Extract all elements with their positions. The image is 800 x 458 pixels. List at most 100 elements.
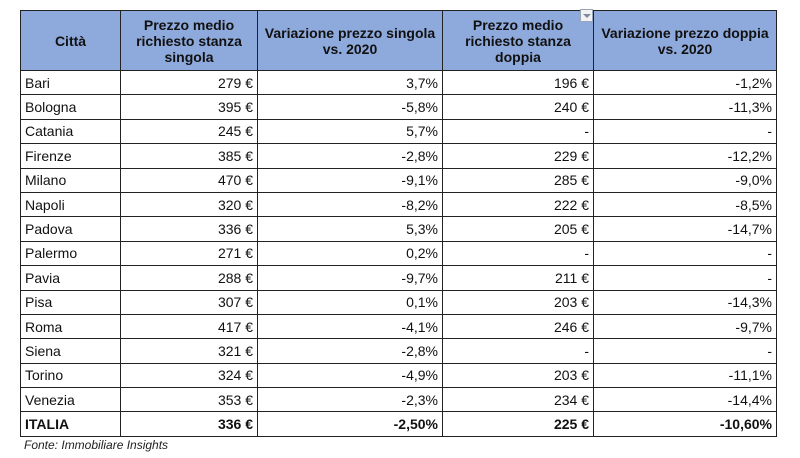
cell-single-variation: -2,3% (257, 387, 443, 413)
cell-single-price: 395 € (120, 94, 258, 120)
cell-single-variation: -9,7% (257, 265, 443, 291)
cell-double-variation: -14,3% (593, 289, 777, 315)
cell-city: Venezia (20, 387, 121, 413)
cell-double-variation: -14,4% (593, 387, 777, 413)
cell-city: Bari (20, 69, 121, 96)
cell-city: Pavia (20, 265, 121, 291)
table-row: Pavia 288 € -9,7% 211 € - (20, 265, 777, 291)
table-row: Bari 279 € 3,7% 196 € -1,2% (20, 69, 777, 96)
cell-city: Bologna (20, 94, 121, 120)
total-row: ITALIA 336 € -2,50% 225 € -10,60% (20, 411, 777, 437)
cell-single-variation: 0,2% (257, 240, 443, 267)
cell-double-price: 234 € (442, 387, 594, 413)
cell-double-price: 240 € (442, 94, 594, 120)
total-double-variation: -10,60% (593, 411, 777, 437)
cell-single-variation: -9,1% (257, 167, 443, 193)
cell-single-variation: -2,8% (257, 143, 443, 169)
cell-single-variation: 5,3% (257, 216, 443, 242)
table-row: Catania 245 € 5,7% - - (20, 118, 777, 145)
cell-city: Milano (20, 167, 121, 193)
cell-city: Pisa (20, 289, 121, 315)
cell-double-variation: -8,5% (593, 191, 777, 218)
cell-double-price: 229 € (442, 143, 594, 169)
cell-single-price: 321 € (120, 338, 258, 364)
cell-single-variation: 3,7% (257, 69, 443, 96)
total-city: ITALIA (20, 411, 121, 437)
total-double-price: 225 € (442, 411, 594, 437)
header-citta: Città (20, 10, 121, 71)
cell-city: Siena (20, 338, 121, 364)
cell-single-price: 279 € (120, 69, 258, 96)
cell-single-price: 470 € (120, 167, 258, 193)
table-row: Milano 470 € -9,1% 285 € -9,0% (20, 167, 777, 193)
table-row: Firenze 385 € -2,8% 229 € -12,2% (20, 143, 777, 169)
cell-double-price: 211 € (442, 265, 594, 291)
table-row: Palermo 271 € 0,2% - - (20, 240, 777, 267)
cell-city: Torino (20, 362, 121, 389)
cell-single-price: 353 € (120, 387, 258, 413)
total-single-price: 336 € (120, 411, 258, 437)
table-row: Venezia 353 € -2,3% 234 € -14,4% (20, 387, 777, 413)
cell-single-price: 271 € (120, 240, 258, 267)
cell-city: Palermo (20, 240, 121, 267)
cell-double-variation: -11,3% (593, 94, 777, 120)
cell-double-price: 203 € (442, 362, 594, 389)
cell-city: Roma (20, 313, 121, 340)
cell-single-price: 324 € (120, 362, 258, 389)
cell-double-variation: -1,2% (593, 69, 777, 96)
cell-double-price: 203 € (442, 289, 594, 315)
cell-double-variation: - (593, 338, 777, 364)
cell-single-variation: -8,2% (257, 191, 443, 218)
cell-double-variation: -12,2% (593, 143, 777, 169)
cell-double-price: 285 € (442, 167, 594, 193)
cell-double-price: - (442, 118, 594, 145)
cell-double-variation: -11,1% (593, 362, 777, 389)
table-row: Roma 417 € -4,1% 246 € -9,7% (20, 313, 777, 340)
cell-double-variation: -14,7% (593, 216, 777, 242)
header-double-price: Prezzo medio richiesto stanza doppia (442, 8, 594, 71)
cell-single-variation: 5,7% (257, 118, 443, 145)
table-header-row: Città Prezzo medio richiesto stanza sing… (20, 8, 777, 71)
cell-double-variation: - (593, 240, 777, 267)
cell-single-variation: -5,8% (257, 94, 443, 120)
source-note: Fonte: Immobiliare Insights (24, 438, 169, 452)
price-table: Città Prezzo medio richiesto stanza sing… (20, 8, 777, 437)
cell-city: Napoli (20, 191, 121, 218)
cell-single-price: 307 € (120, 289, 258, 315)
total-single-variation: -2,50% (257, 411, 443, 437)
table-row: Pisa 307 € 0,1% 203 € -14,3% (20, 289, 777, 315)
cell-double-price: 196 € (442, 69, 594, 96)
cell-single-variation: 0,1% (257, 289, 443, 315)
header-single-variation: Variazione prezzo singola vs. 2020 (257, 10, 443, 71)
cell-single-variation: -4,1% (257, 313, 443, 340)
cell-single-price: 385 € (120, 143, 258, 169)
cell-double-price: 205 € (442, 216, 594, 242)
table-row: Padova 336 € 5,3% 205 € -14,7% (20, 216, 777, 242)
table-row: Torino 324 € -4,9% 203 € -11,1% (20, 362, 777, 389)
cell-single-price: 320 € (120, 191, 258, 218)
cell-double-variation: - (593, 118, 777, 145)
filter-dropdown-icon[interactable] (580, 8, 593, 22)
table-row: Bologna 395 € -5,8% 240 € -11,3% (20, 94, 777, 120)
cell-double-price: 222 € (442, 191, 594, 218)
header-double-variation: Variazione prezzo doppia vs. 2020 (593, 10, 777, 71)
cell-single-variation: -2,8% (257, 338, 443, 364)
header-single-price: Prezzo medio richiesto stanza singola (120, 10, 258, 71)
cell-city: Firenze (20, 143, 121, 169)
cell-single-variation: -4,9% (257, 362, 443, 389)
cell-single-price: 288 € (120, 265, 258, 291)
table-row: Siena 321 € -2,8% - - (20, 338, 777, 364)
cell-double-price: - (442, 338, 594, 364)
cell-city: Catania (20, 118, 121, 145)
cell-double-variation: -9,7% (593, 313, 777, 340)
cell-double-price: - (442, 240, 594, 267)
cell-double-price: 246 € (442, 313, 594, 340)
cell-double-variation: - (593, 265, 777, 291)
cell-single-price: 245 € (120, 118, 258, 145)
cell-double-variation: -9,0% (593, 167, 777, 193)
table-row: Napoli 320 € -8,2% 222 € -8,5% (20, 191, 777, 218)
cell-single-price: 336 € (120, 216, 258, 242)
cell-city: Padova (20, 216, 121, 242)
header-double-price-label: Prezzo medio richiesto stanza doppia (465, 16, 571, 65)
cell-single-price: 417 € (120, 313, 258, 340)
